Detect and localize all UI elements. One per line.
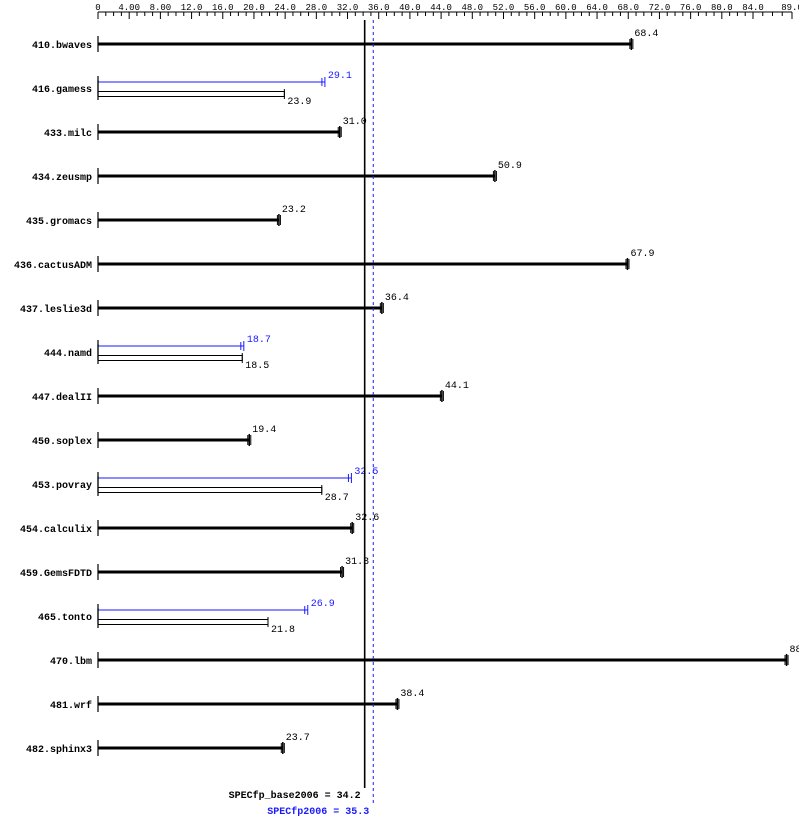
benchmark-label: 436.cactusADM: [14, 261, 92, 272]
benchmark-label: 482.sphinx3: [26, 744, 92, 756]
peak-value-label: 32.5: [354, 467, 378, 478]
benchmark-label: 433.milc: [44, 128, 92, 140]
svg-text:72.0: 72.0: [649, 3, 671, 13]
benchmark-label: 450.soplex: [32, 436, 92, 448]
base-ref-label: SPECfp_base2006 = 34.2: [229, 790, 361, 802]
svg-text:44.0: 44.0: [430, 3, 452, 13]
benchmark-label: 465.tonto: [38, 613, 92, 624]
base-value-label: 31.0: [343, 117, 367, 128]
base-value-label: 67.9: [630, 249, 654, 260]
base-value-label: 21.8: [271, 625, 295, 636]
svg-text:0: 0: [95, 3, 100, 13]
peak-value-label: 18.7: [247, 335, 271, 346]
svg-text:80.0: 80.0: [711, 3, 733, 13]
svg-text:64.0: 64.0: [586, 3, 608, 13]
benchmark-label: 447.dealII: [32, 392, 92, 404]
benchmark-label: 410.bwaves: [32, 40, 92, 52]
base-value-label: 18.5: [245, 361, 269, 372]
benchmark-label: 444.namd: [44, 348, 92, 360]
svg-text:48.0: 48.0: [461, 3, 483, 13]
svg-text:52.0: 52.0: [493, 3, 515, 13]
svg-text:56.0: 56.0: [524, 3, 546, 13]
base-value-label: 38.4: [400, 689, 424, 700]
base-value-label: 68.4: [634, 29, 658, 40]
benchmark-label: 435.gromacs: [26, 217, 92, 228]
base-value-label: 32.6: [355, 513, 379, 524]
svg-text:89.0: 89.0: [781, 3, 799, 13]
svg-text:40.0: 40.0: [399, 3, 421, 13]
svg-text:12.0: 12.0: [181, 3, 203, 13]
svg-text:16.0: 16.0: [212, 3, 234, 13]
base-value-label: 23.2: [282, 205, 306, 216]
base-value-label: 88.3: [790, 645, 799, 656]
svg-text:32.0: 32.0: [337, 3, 359, 13]
svg-text:76.0: 76.0: [680, 3, 702, 13]
svg-text:60.0: 60.0: [555, 3, 577, 13]
svg-text:84.0: 84.0: [742, 3, 764, 13]
benchmark-label: 453.povray: [32, 481, 92, 492]
benchmark-label: 470.lbm: [50, 656, 92, 668]
svg-text:28.0: 28.0: [306, 3, 328, 13]
base-value-label: 36.4: [385, 293, 409, 304]
benchmark-label: 416.gamess: [32, 85, 92, 96]
benchmark-label: 437.leslie3d: [20, 304, 92, 316]
base-value-label: 23.9: [287, 97, 311, 108]
svg-text:24.0: 24.0: [274, 3, 296, 13]
base-value-label: 50.9: [498, 161, 522, 172]
benchmark-label: 454.calculix: [20, 524, 92, 536]
chart-svg: 0 4.00 8.00 12.0 16.0 20.0 24.0 28.0 32.0 36.0 40.…: [0, 0, 799, 831]
base-value-label: 28.7: [325, 493, 349, 504]
benchmark-label: 459.GemsFDTD: [20, 569, 92, 580]
svg-text:4.00: 4.00: [118, 3, 140, 13]
spec-chart: 0 4.00 8.00 12.0 16.0 20.0 24.0 28.0 32.0 36.0 40.…: [0, 0, 799, 831]
benchmark-label: 434.zeusmp: [32, 173, 92, 184]
svg-text:36.0: 36.0: [368, 3, 390, 13]
base-value-label: 44.1: [445, 381, 469, 392]
base-value-label: 19.4: [252, 425, 276, 436]
svg-text:68.0: 68.0: [617, 3, 639, 13]
svg-text:20.0: 20.0: [243, 3, 265, 13]
base-value-label: 23.7: [286, 733, 310, 744]
peak-ref-label: SPECfp2006 = 35.3: [267, 806, 369, 818]
benchmark-label: 481.wrf: [50, 700, 92, 712]
peak-value-label: 29.1: [328, 71, 352, 82]
svg-text:8.00: 8.00: [150, 3, 172, 13]
peak-value-label: 26.9: [311, 599, 335, 610]
